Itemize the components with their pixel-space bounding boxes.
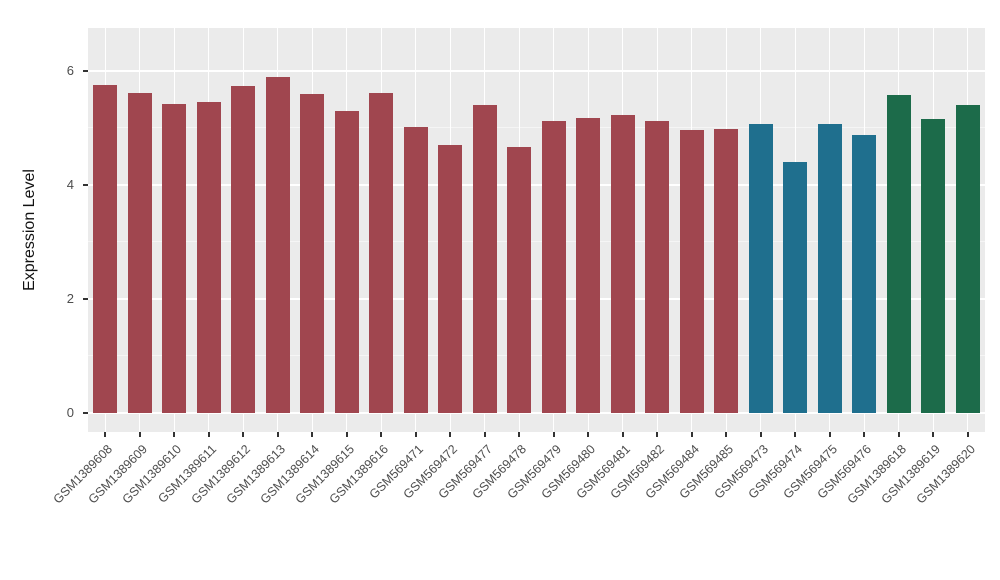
x-tick-mark	[242, 432, 245, 437]
y-axis-tick-labels: 0 2 4 6	[0, 28, 80, 432]
y-tick-label: 4	[66, 177, 74, 192]
bar	[265, 76, 290, 413]
bar	[576, 118, 601, 413]
y-tick-label: 0	[66, 405, 74, 420]
x-tick-mark	[656, 432, 659, 437]
y-tick-mark	[83, 298, 88, 300]
bar	[369, 92, 394, 413]
bar	[921, 119, 946, 413]
bar	[403, 126, 428, 413]
x-tick-mark	[380, 432, 383, 437]
x-tick-mark	[207, 432, 210, 437]
bar	[93, 85, 118, 413]
x-tick-mark	[483, 432, 486, 437]
bar	[127, 92, 152, 413]
x-tick-mark	[104, 432, 107, 437]
x-tick-mark	[345, 432, 348, 437]
x-tick-mark	[311, 432, 314, 437]
gridline-major	[88, 412, 985, 414]
x-tick-mark	[621, 432, 624, 437]
bar	[783, 162, 808, 413]
gridline-major	[88, 70, 985, 72]
x-tick-mark	[138, 432, 141, 437]
x-axis-tick-labels: GSM1389608 GSM1389609 GSM1389610 GSM1389611…	[51, 442, 985, 572]
x-tick-mark	[587, 432, 590, 437]
y-tick-mark	[83, 184, 88, 186]
x-tick-mark	[449, 432, 452, 437]
bar	[541, 120, 566, 413]
y-tick-mark	[83, 70, 88, 72]
x-tick-mark	[932, 432, 935, 437]
bar	[679, 129, 704, 413]
x-tick-mark	[794, 432, 797, 437]
gridline-major	[88, 298, 985, 300]
y-tick-label: 6	[66, 63, 74, 78]
bar	[852, 135, 877, 413]
x-tick-mark	[759, 432, 762, 437]
x-tick-mark	[828, 432, 831, 437]
bar	[300, 93, 325, 413]
x-tick-mark	[725, 432, 728, 437]
bar	[645, 120, 670, 413]
bar	[334, 110, 359, 413]
bar	[472, 105, 497, 413]
y-tick-mark	[83, 412, 88, 414]
y-tick-label: 2	[66, 291, 74, 306]
gridline-minor	[88, 127, 985, 128]
bar	[714, 129, 739, 413]
x-tick-mark	[414, 432, 417, 437]
bar	[817, 124, 842, 413]
x-tick-mark	[552, 432, 555, 437]
x-tick-mark	[518, 432, 521, 437]
bar	[231, 85, 256, 413]
x-tick-mark	[690, 432, 693, 437]
bar	[196, 102, 221, 413]
gridline-minor	[88, 241, 985, 242]
bar	[955, 105, 980, 413]
bar	[886, 94, 911, 413]
bar	[507, 146, 532, 413]
gridline-minor	[88, 355, 985, 356]
plot-panel	[88, 28, 985, 432]
bar	[438, 145, 463, 413]
x-tick-mark	[897, 432, 900, 437]
x-tick-mark	[276, 432, 279, 437]
gridline-major	[88, 184, 985, 186]
x-tick-mark	[966, 432, 969, 437]
x-tick-mark	[173, 432, 176, 437]
bar	[748, 124, 773, 413]
x-tick-mark	[863, 432, 866, 437]
bar	[162, 103, 187, 413]
x-tick-label: GSM1389608	[50, 442, 116, 507]
bar	[610, 114, 635, 413]
